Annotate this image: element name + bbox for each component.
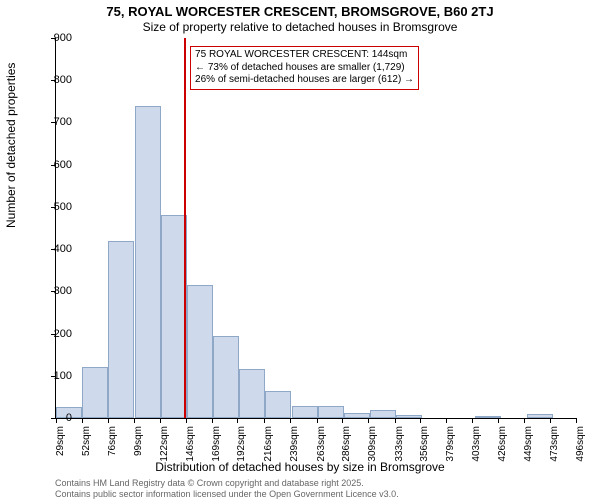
x-tick-label: 426sqm: [497, 426, 508, 466]
y-tick-label: 300: [32, 285, 72, 297]
x-tick-label: 52sqm: [81, 426, 92, 466]
chart-title-main: 75, ROYAL WORCESTER CRESCENT, BROMSGROVE…: [0, 4, 600, 19]
x-tick: [524, 418, 525, 423]
histogram-bar: [318, 406, 344, 418]
x-tick-label: 146sqm: [185, 426, 196, 466]
x-tick: [576, 418, 577, 423]
y-tick-label: 400: [32, 243, 72, 255]
x-tick-label: 449sqm: [523, 426, 534, 466]
x-tick: [446, 418, 447, 423]
histogram-bar: [344, 413, 370, 418]
x-tick: [420, 418, 421, 423]
histogram-bar: [396, 415, 422, 418]
x-tick: [212, 418, 213, 423]
footer-copyright-2: Contains public sector information licen…: [55, 489, 399, 499]
histogram-bar: [475, 416, 501, 418]
histogram-chart: 75, ROYAL WORCESTER CRESCENT, BROMSGROVE…: [0, 0, 600, 500]
x-tick-label: 379sqm: [445, 426, 456, 466]
footer-copyright-1: Contains HM Land Registry data © Crown c…: [55, 478, 364, 488]
y-tick-label: 500: [32, 201, 72, 213]
x-tick-label: 239sqm: [289, 426, 300, 466]
x-tick-label: 333sqm: [394, 426, 405, 466]
annotation-line-1: 75 ROYAL WORCESTER CRESCENT: 144sqm: [195, 49, 414, 62]
histogram-bar: [213, 336, 239, 418]
y-tick-label: 200: [32, 328, 72, 340]
x-tick: [342, 418, 343, 423]
histogram-bar: [239, 369, 265, 418]
x-tick-label: 403sqm: [471, 426, 482, 466]
x-tick: [264, 418, 265, 423]
x-tick-label: 99sqm: [133, 426, 144, 466]
x-tick-label: 286sqm: [341, 426, 352, 466]
plot-area: 75 ROYAL WORCESTER CRESCENT: 144sqm ← 73…: [55, 38, 576, 419]
histogram-bar: [370, 410, 396, 418]
histogram-bar: [292, 406, 318, 418]
x-tick-label: 192sqm: [236, 426, 247, 466]
x-tick-label: 29sqm: [55, 426, 66, 466]
x-tick-label: 216sqm: [263, 426, 274, 466]
histogram-bar: [187, 285, 213, 418]
histogram-bar: [82, 367, 108, 418]
x-tick-label: 356sqm: [419, 426, 430, 466]
x-tick: [498, 418, 499, 423]
y-tick-label: 800: [32, 74, 72, 86]
histogram-bar: [265, 391, 291, 418]
x-tick: [237, 418, 238, 423]
x-tick-label: 309sqm: [367, 426, 378, 466]
y-tick-label: 900: [32, 32, 72, 44]
y-tick-label: 0: [32, 412, 72, 424]
x-tick: [134, 418, 135, 423]
annotation-line-3: 26% of semi-detached houses are larger (…: [195, 74, 414, 87]
histogram-bar: [108, 241, 134, 418]
histogram-bar: [135, 106, 161, 418]
reference-line: [184, 38, 186, 418]
x-tick: [108, 418, 109, 423]
y-tick-label: 700: [32, 116, 72, 128]
histogram-bar: [161, 215, 187, 418]
chart-title-sub: Size of property relative to detached ho…: [0, 20, 600, 34]
x-tick: [317, 418, 318, 423]
x-tick: [160, 418, 161, 423]
x-tick-label: 169sqm: [211, 426, 222, 466]
x-tick: [186, 418, 187, 423]
y-axis-label: Number of detached properties: [4, 63, 18, 228]
x-tick: [290, 418, 291, 423]
x-tick-label: 263sqm: [316, 426, 327, 466]
x-tick-label: 473sqm: [549, 426, 560, 466]
x-tick: [82, 418, 83, 423]
annotation-line-2: ← 73% of detached houses are smaller (1,…: [195, 62, 414, 75]
x-tick: [395, 418, 396, 423]
x-tick-label: 76sqm: [107, 426, 118, 466]
y-tick-label: 600: [32, 159, 72, 171]
x-tick-label: 496sqm: [575, 426, 586, 466]
histogram-bar: [527, 414, 553, 418]
x-tick-label: 122sqm: [159, 426, 170, 466]
x-tick: [472, 418, 473, 423]
y-tick-label: 100: [32, 370, 72, 382]
x-tick: [368, 418, 369, 423]
annotation-box: 75 ROYAL WORCESTER CRESCENT: 144sqm ← 73…: [190, 46, 419, 90]
x-tick: [550, 418, 551, 423]
